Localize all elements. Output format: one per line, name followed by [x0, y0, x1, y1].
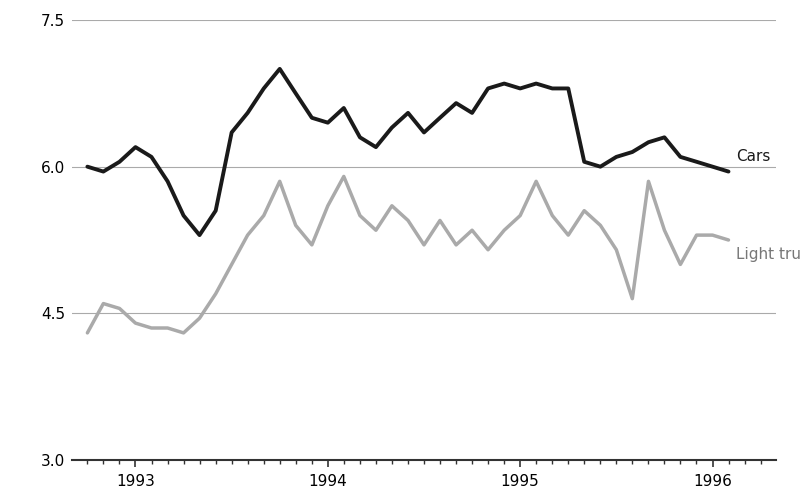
Text: Light trucks: Light trucks: [736, 247, 800, 262]
Text: Cars: Cars: [736, 150, 770, 164]
